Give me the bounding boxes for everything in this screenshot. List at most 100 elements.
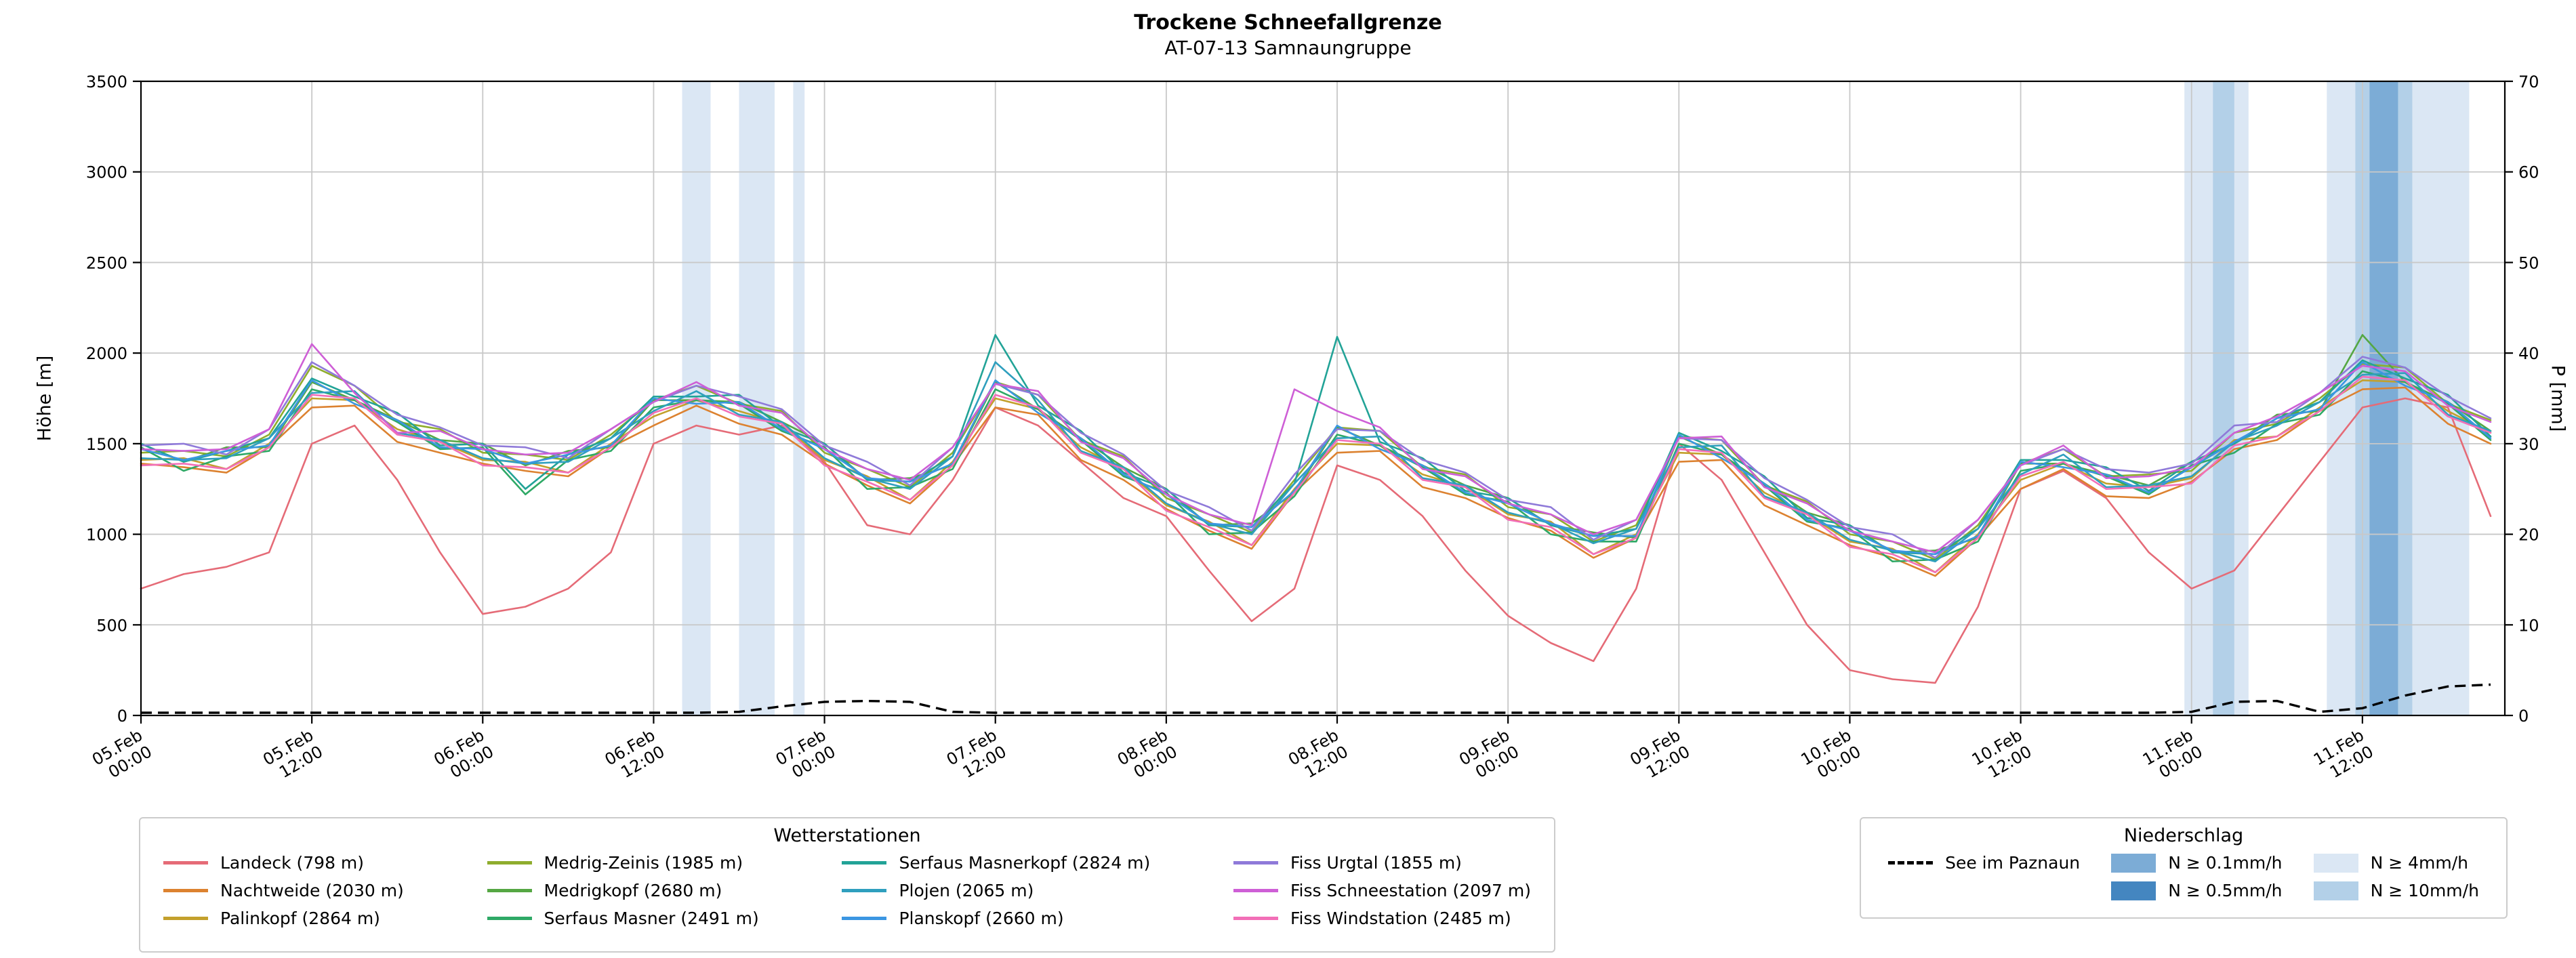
- legend-precip-items: See im Paznaun N ≥ 0.1mm/h N ≥ 0.5mm/h N ≥ …: [1884, 853, 2483, 900]
- y-right-tick-label: 0: [2518, 707, 2529, 726]
- legend-item-label: Medrigkopf (2680 m): [544, 881, 722, 900]
- legend-line-swatch: [487, 889, 532, 892]
- legend-item-label: Plojen (2065 m): [899, 881, 1034, 900]
- legend-item-serfaus-masner-2491-m: Serfaus Masner (2491 m): [487, 909, 759, 928]
- y-right-tick-label: 10: [2518, 616, 2539, 635]
- legend-item-see-im-paznaun: See im Paznaun: [1888, 853, 2080, 873]
- legend-item-fiss-schneestation-2097-m: Fiss Schneestation (2097 m): [1233, 881, 1531, 900]
- x-tick-label: 09.Feb00:00: [1456, 726, 1522, 786]
- legend-item-palinkopf-2864-m: Palinkopf (2864 m): [163, 909, 404, 928]
- legend-line-swatch: [1233, 861, 1278, 865]
- legend-item-medrigkopf-2680-m: Medrigkopf (2680 m): [487, 881, 759, 900]
- legend-item-label: Planskopf (2660 m): [899, 909, 1064, 928]
- legend-item-nachtweide-2030-m: Nachtweide (2030 m): [163, 881, 404, 900]
- legend-line-swatch: [1233, 917, 1278, 920]
- y-right-tick-label: 40: [2518, 344, 2539, 363]
- legend-item-label: Serfaus Masnerkopf (2824 m): [899, 853, 1151, 873]
- legend-precip-column: N ≥ 0.1mm/h N ≥ 0.5mm/h: [2111, 853, 2283, 900]
- x-tick-label: 11.Feb00:00: [2140, 726, 2206, 786]
- legend-item-precip-10: N ≥ 0.5mm/h: [2111, 881, 2283, 900]
- chart-subtitle: AT-07-13 Samnaungruppe: [1164, 37, 1412, 59]
- legend-item-fiss-urgtal-1855-m: Fiss Urgtal (1855 m): [1233, 853, 1531, 873]
- y-right-tick-label: 30: [2518, 435, 2539, 454]
- y-right-tick-label: 70: [2518, 72, 2539, 91]
- x-tick-label: 10.Feb12:00: [1969, 726, 2035, 786]
- legend-item-planskopf-2660-m: Planskopf (2660 m): [842, 909, 1150, 928]
- precip-band: [793, 81, 805, 715]
- x-tick-label: 07.Feb00:00: [773, 726, 839, 786]
- legend-fill-swatch: [2313, 881, 2358, 900]
- y-left-tick-label: 2000: [86, 344, 127, 363]
- y-left-tick-label: 3500: [86, 72, 127, 91]
- series-line-serfaus-masnerkopf-2824-m: [140, 334, 2492, 556]
- series-line-fiss-urgtal-1855-m: [140, 356, 2492, 559]
- legend-item-landeck-798-m: Landeck (798 m): [163, 853, 404, 873]
- x-tick-label: 11.Feb12:00: [2310, 726, 2377, 786]
- y-left-tick-label: 0: [117, 707, 127, 726]
- chart-title: Trockene Schneefallgrenze: [1134, 11, 1442, 35]
- y-right-tick-label: 20: [2518, 526, 2539, 545]
- y-left-tick-label: 500: [96, 616, 127, 635]
- y-axis-label-right: P [mm]: [2547, 365, 2569, 432]
- series-line-fiss-schneestation-2097-m: [140, 343, 2492, 554]
- x-tick-label: 06.Feb00:00: [430, 726, 497, 786]
- legend-fill-swatch: [2313, 853, 2358, 873]
- legend-line-swatch: [163, 889, 208, 892]
- legend-item-fiss-windstation-2485-m: Fiss Windstation (2485 m): [1233, 909, 1531, 928]
- legend-stations-items: Landeck (798 m) Nachtweide (2030 m) Palink…: [163, 853, 1531, 928]
- legend-line-swatch: [842, 889, 887, 892]
- legend-item-label: Medrig-Zeinis (1985 m): [544, 853, 743, 873]
- plot-border: [140, 80, 2506, 717]
- legend-fill-swatch: [2111, 881, 2156, 900]
- legend-item-precip-0-5: N ≥ 10mm/h: [2313, 881, 2479, 900]
- legend-dashed-line-swatch: [1888, 861, 1934, 865]
- legend-item-label: Serfaus Masner (2491 m): [544, 909, 759, 928]
- legend-stations-column: Medrig-Zeinis (1985 m) Medrigkopf (2680 m…: [487, 853, 759, 928]
- legend-item-label: Fiss Schneestation (2097 m): [1290, 881, 1531, 900]
- legend-precip-column: See im Paznaun: [1888, 853, 2080, 873]
- legend-item-serfaus-masnerkopf-2824-m: Serfaus Masnerkopf (2824 m): [842, 853, 1150, 873]
- legend-item-plojen-2065-m: Plojen (2065 m): [842, 881, 1150, 900]
- x-tick-label: 09.Feb12:00: [1627, 726, 1693, 786]
- y-axis-label-left: Höhe [m]: [34, 355, 56, 442]
- legend-line-swatch: [163, 861, 208, 865]
- x-tick-label: 06.Feb12:00: [602, 726, 668, 786]
- legend-stations: Wetterstationen Landeck (798 m) Nachtweid…: [139, 817, 1555, 953]
- legend-item-precip-4: N ≥ 0.1mm/h: [2111, 853, 2283, 873]
- legend-line-swatch: [163, 917, 208, 920]
- legend-item-label: N ≥ 0.1mm/h: [2168, 853, 2283, 873]
- legend-line-swatch: [487, 917, 532, 920]
- x-tick-label: 07.Feb12:00: [943, 726, 1010, 786]
- legend-stations-column: Fiss Urgtal (1855 m) Fiss Schneestation (…: [1233, 853, 1531, 928]
- legend-stations-column: Serfaus Masnerkopf (2824 m) Plojen (2065 …: [842, 853, 1150, 928]
- legend-line-swatch: [487, 861, 532, 865]
- y-left-tick-label: 2500: [86, 253, 127, 272]
- legend-item-precip-0-1: N ≥ 4mm/h: [2313, 853, 2479, 873]
- legend-item-medrig-zeinis-1985-m: Medrig-Zeinis (1985 m): [487, 853, 759, 873]
- x-tick-label: 10.Feb00:00: [1798, 726, 1864, 786]
- legend-line-swatch: [842, 861, 887, 865]
- legend-item-label: Fiss Windstation (2485 m): [1290, 909, 1511, 928]
- x-tick-label: 08.Feb00:00: [1114, 726, 1181, 786]
- legend-item-label: N ≥ 4mm/h: [2370, 853, 2469, 873]
- x-tick-label: 05.Feb12:00: [260, 726, 326, 786]
- legend-item-label: Nachtweide (2030 m): [220, 881, 404, 900]
- series-line-landeck-798-m: [140, 397, 2492, 684]
- y-left-tick-label: 3000: [86, 163, 127, 182]
- precip-band: [2213, 81, 2234, 715]
- x-tick-label: 05.Feb00:00: [89, 726, 155, 786]
- legend-precip-title: Niederschlag: [2123, 825, 2244, 846]
- legend-item-label: Fiss Urgtal (1855 m): [1290, 853, 1462, 873]
- lake-line-see-im-paznaun: [141, 683, 2491, 714]
- series-line-nachtweide-2030-m: [140, 386, 2492, 577]
- legend-line-swatch: [842, 917, 887, 920]
- y-left-tick-label: 1000: [86, 526, 127, 545]
- y-left-tick-label: 1500: [86, 435, 127, 454]
- series-line-fiss-windstation-2485-m: [140, 375, 2492, 574]
- legend-item-label: Landeck (798 m): [220, 853, 365, 873]
- legend-line-swatch: [1233, 889, 1278, 892]
- legend-item-label: See im Paznaun: [1945, 853, 2081, 873]
- y-right-tick-label: 60: [2518, 163, 2539, 182]
- chart-canvas: 05.Feb00:00 05.Feb12:00 06.Feb00:00 06.Feb1…: [86, 72, 2539, 786]
- series-line-plojen-2065-m: [140, 361, 2492, 563]
